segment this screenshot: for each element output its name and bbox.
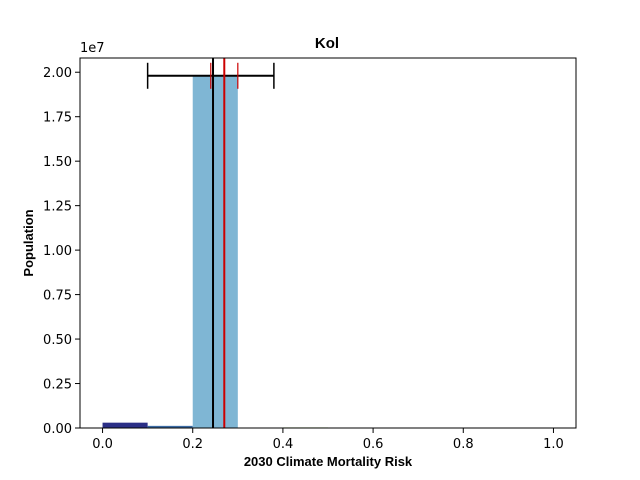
x-axis-label: 2030 Climate Mortality Risk — [244, 454, 413, 469]
overlays-group — [146, 58, 275, 428]
chart-title: Kol — [315, 35, 339, 52]
x-tick-label-2: 0.4 — [273, 437, 294, 452]
y-tick-label-5: 1.25 — [43, 200, 72, 215]
y-tick-label-2: 0.50 — [43, 333, 72, 348]
y-tick-label-3: 0.75 — [43, 289, 72, 304]
y-tick-label-6: 1.50 — [43, 155, 72, 170]
x-tick-label-0: 0.0 — [92, 437, 113, 452]
histogram-bar-1 — [147, 425, 193, 428]
bars-group — [102, 75, 328, 429]
y-offset-label: 1e7 — [80, 41, 105, 56]
y-tick-label-4: 1.00 — [43, 244, 72, 259]
y-tick-label-7: 1.75 — [43, 111, 72, 126]
plot-frame — [79, 57, 577, 429]
y-tick-label-0: 0.00 — [43, 422, 72, 437]
y-axis-label: Population — [21, 209, 36, 276]
x-tick-label-1: 0.2 — [182, 437, 203, 452]
x-ticks: 0.0 0.2 0.4 0.6 0.8 1.0 — [92, 428, 564, 452]
histogram-bar-2 — [192, 75, 238, 429]
y-tick-label-1: 0.25 — [43, 378, 72, 393]
y-tick-label-8: 2.00 — [43, 66, 72, 81]
x-tick-label-3: 0.6 — [363, 437, 384, 452]
x-tick-label-4: 0.8 — [453, 437, 474, 452]
histogram-bar-0 — [102, 422, 148, 428]
y-ticks: 0.00 0.25 0.50 0.75 1.00 1.25 1.50 1.75 2.00 — [43, 66, 80, 437]
x-tick-label-5: 1.0 — [543, 437, 564, 452]
